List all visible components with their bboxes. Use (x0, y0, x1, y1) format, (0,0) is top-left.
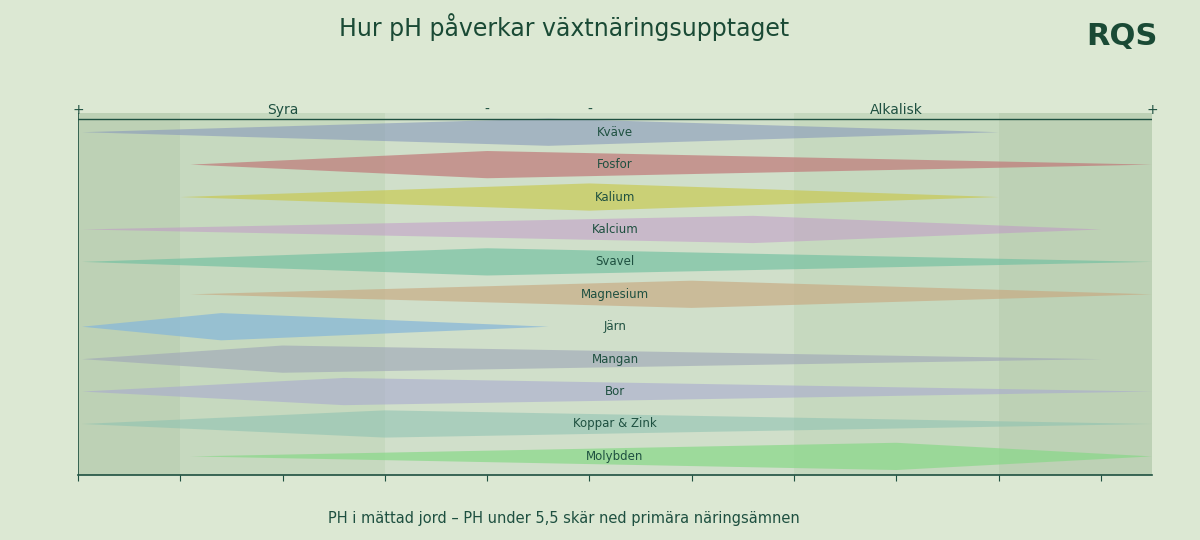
Text: Järn: Järn (604, 320, 626, 333)
Bar (998, 113, 1152, 475)
Text: +: + (72, 103, 84, 117)
Text: Alkalisk: Alkalisk (870, 103, 923, 117)
Text: Svavel: Svavel (595, 255, 635, 268)
Bar (794, 113, 998, 475)
Text: Kalcium: Kalcium (592, 223, 638, 236)
Bar (385, 113, 794, 475)
Polygon shape (191, 151, 1152, 178)
Polygon shape (191, 281, 1152, 308)
Text: Magnesium: Magnesium (581, 288, 649, 301)
Polygon shape (82, 410, 1152, 437)
Text: Mangan: Mangan (592, 353, 638, 366)
Polygon shape (180, 184, 998, 211)
Text: Kväve: Kväve (596, 126, 634, 139)
Text: RQS: RQS (1087, 22, 1158, 51)
Polygon shape (82, 216, 1100, 243)
Polygon shape (82, 248, 1152, 275)
Polygon shape (82, 119, 998, 146)
Bar (78, 113, 180, 475)
Text: +: + (1146, 103, 1158, 117)
Text: PH i mättad jord – PH under 5,5 skär ned primära näringsämnen: PH i mättad jord – PH under 5,5 skär ned… (328, 511, 800, 526)
Polygon shape (82, 346, 1100, 373)
Text: Bor: Bor (605, 385, 625, 398)
Text: -: - (485, 103, 490, 117)
Text: Syra: Syra (266, 103, 299, 117)
Polygon shape (191, 443, 1152, 470)
Bar (180, 113, 385, 475)
Polygon shape (82, 313, 548, 340)
Text: Molybden: Molybden (587, 450, 643, 463)
Text: Fosfor: Fosfor (598, 158, 632, 171)
Text: Hur pH påverkar växtnäringsupptaget: Hur pH påverkar växtnäringsupptaget (338, 14, 790, 42)
Text: Koppar & Zink: Koppar & Zink (574, 417, 656, 430)
Text: -: - (587, 103, 592, 117)
Polygon shape (82, 378, 1152, 405)
Text: Kalium: Kalium (595, 191, 635, 204)
